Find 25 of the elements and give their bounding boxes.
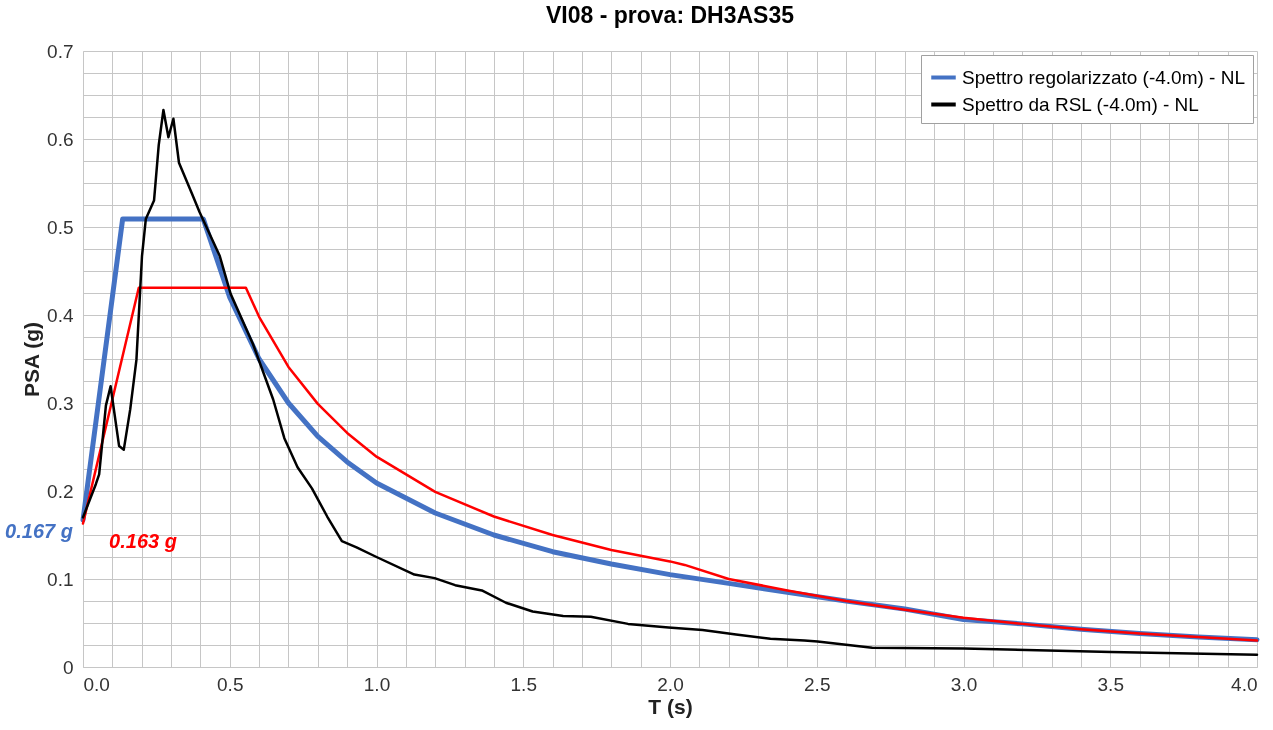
chart-title: VI08 - prova: DH3AS35 xyxy=(546,2,795,28)
x-tick-label: 3.0 xyxy=(950,673,978,695)
y-tick-label: 0 xyxy=(62,656,74,678)
x-axis-title: T (s) xyxy=(648,694,693,718)
x-tick-label: 0.5 xyxy=(217,673,244,695)
annotation: 0.163 g xyxy=(109,529,177,552)
x-tick-label: 4.0 xyxy=(1231,673,1258,695)
y-axis-title: PSA (g) xyxy=(20,321,44,398)
y-tick-label: 0.7 xyxy=(47,40,74,62)
legend-label: Spettro da RSL (-4.0m) - NL xyxy=(962,93,1199,115)
x-tick-label: 2.5 xyxy=(804,673,831,695)
line-series xyxy=(81,286,1259,642)
x-tick-label: 1.0 xyxy=(363,673,391,695)
y-tick-label: 0.1 xyxy=(47,568,74,590)
x-tick-label: 3.5 xyxy=(1097,673,1124,695)
y-tick-label: 0.2 xyxy=(47,480,74,502)
y-tick-label: 0.6 xyxy=(47,128,74,150)
y-tick-label: 0.4 xyxy=(47,304,74,326)
legend-label: Spettro regolarizzato (-4.0m) - NL xyxy=(962,66,1245,88)
y-tick-label: 0.5 xyxy=(47,216,74,238)
x-tick-label: 0.0 xyxy=(83,673,110,695)
annotation: 0.167 g xyxy=(5,520,73,543)
x-tick-label: 1.5 xyxy=(510,673,537,695)
x-tick-label: 2.0 xyxy=(657,673,684,695)
y-tick-label: 0.3 xyxy=(47,392,74,414)
